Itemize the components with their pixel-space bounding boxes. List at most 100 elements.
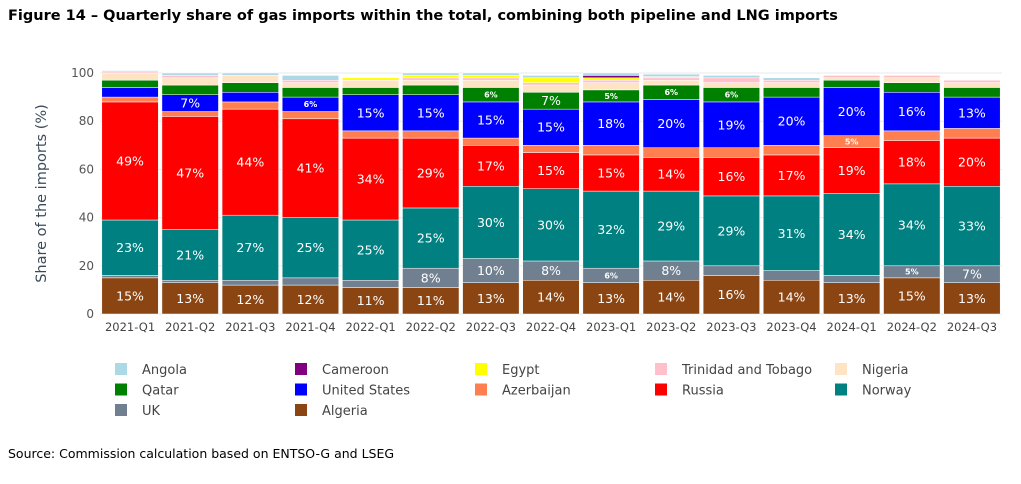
data-label: 6%: [604, 271, 618, 280]
bar-segment: [582, 190, 640, 269]
bar-segment: [883, 183, 941, 267]
data-label: 25%: [357, 243, 385, 258]
bar-segment: [522, 152, 580, 189]
x-tick-label: 2021-Q1: [105, 320, 155, 334]
data-label: 6%: [484, 91, 498, 100]
bar-segment: [402, 77, 460, 81]
bar-segment: [402, 84, 460, 95]
bar-segment: [101, 277, 159, 315]
x-tick-label: 2021-Q4: [285, 320, 335, 334]
data-label: 14%: [778, 290, 806, 305]
bar-segment: [823, 282, 881, 315]
bar-segment: [883, 77, 941, 83]
data-label: 17%: [778, 168, 806, 183]
bar-segment: [642, 73, 700, 77]
data-label: 5%: [845, 138, 859, 147]
bar-segment: [943, 82, 1001, 88]
bar-segment: [281, 277, 339, 286]
bar-segment: [221, 75, 279, 83]
bar-segment: [462, 101, 520, 139]
data-label: 14%: [657, 290, 685, 305]
bar-segment: [101, 70, 159, 73]
bar-segment: [402, 75, 460, 79]
x-tick-label: 2021-Q2: [165, 320, 215, 334]
data-label: 18%: [597, 116, 625, 131]
x-tick-label: 2024-Q1: [827, 320, 877, 334]
legend-swatch: [835, 363, 847, 375]
bar-segment: [763, 87, 821, 98]
x-tick-label: 2022-Q4: [526, 320, 576, 334]
bar-segment: [221, 72, 279, 76]
bar-segment: [763, 270, 821, 281]
x-tick-label: 2021-Q3: [225, 320, 275, 334]
bar-segment: [582, 82, 640, 91]
bar-segment: [943, 137, 1001, 187]
data-label: 5%: [604, 92, 618, 101]
bar-segment: [823, 79, 881, 88]
x-tick-label: 2022-Q1: [345, 320, 395, 334]
data-label: 14%: [537, 290, 565, 305]
bar-segment: [702, 101, 760, 148]
legend-swatch: [295, 383, 307, 396]
legend-swatch: [655, 363, 667, 375]
bar-segment: [582, 75, 640, 79]
bar-segment: [522, 84, 580, 93]
bar-segment: [342, 79, 400, 88]
bar-segment: [763, 280, 821, 315]
bar-segment: [462, 72, 520, 76]
data-label: 8%: [541, 263, 561, 278]
bar-segment: [402, 79, 460, 86]
bar-segment: [763, 96, 821, 146]
legend-label: Qatar: [142, 384, 179, 399]
data-label: 19%: [838, 163, 866, 178]
bar-segment: [281, 111, 339, 120]
data-label: 15%: [417, 105, 445, 120]
bar-segment: [642, 157, 700, 192]
bar-segment: [582, 72, 640, 76]
bar-segment: [101, 96, 159, 103]
bar-segment: [161, 84, 219, 95]
data-label: 41%: [297, 161, 325, 176]
legend-swatch: [475, 363, 487, 375]
data-label: 49%: [116, 153, 144, 168]
bar-segment: [763, 77, 821, 81]
bar-segment: [522, 280, 580, 315]
data-label: 34%: [357, 172, 385, 187]
bar-segment: [342, 137, 400, 221]
data-label: 13%: [176, 291, 204, 306]
bar-segment: [462, 258, 520, 283]
bar-segment: [462, 75, 520, 79]
data-label: 5%: [905, 268, 919, 277]
bar-segment: [823, 75, 881, 79]
data-label: 20%: [838, 104, 866, 119]
data-label: 30%: [477, 215, 505, 230]
legend-swatch: [475, 383, 487, 396]
bar-segment: [402, 207, 460, 269]
x-tick-label: 2024-Q2: [887, 320, 937, 334]
bar-segment: [823, 77, 881, 81]
x-tick-label: 2022-Q3: [466, 320, 516, 334]
bar-segment: [582, 145, 640, 156]
bar-segment: [342, 87, 400, 95]
bar-segment: [101, 87, 159, 98]
bar-segment: [342, 280, 400, 288]
data-label: 6%: [725, 91, 739, 100]
x-tick-label: 2024-Q3: [947, 320, 997, 334]
bar-segment: [342, 94, 400, 132]
data-label: 16%: [718, 169, 746, 184]
bar-segment: [943, 79, 1001, 83]
legend-label: Angola: [142, 363, 187, 378]
x-tick-label: 2023-Q3: [706, 320, 756, 334]
y-axis-label: Share of the imports (%): [34, 104, 50, 283]
bar-segment: [402, 137, 460, 209]
legend-swatch: [655, 383, 667, 396]
bar-segment: [763, 82, 821, 88]
bar-segment: [883, 277, 941, 315]
data-label: 33%: [958, 219, 986, 234]
bar-segment: [582, 101, 640, 146]
data-label: 29%: [718, 223, 746, 238]
data-label: 15%: [537, 163, 565, 178]
bar-segment: [823, 147, 881, 194]
data-label: 20%: [778, 114, 806, 129]
bar-segment: [342, 130, 400, 139]
